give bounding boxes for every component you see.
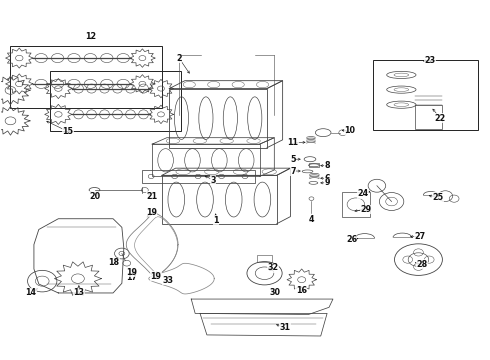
Text: 13: 13 bbox=[74, 288, 84, 297]
Text: 23: 23 bbox=[424, 57, 435, 66]
Text: 28: 28 bbox=[416, 260, 427, 269]
Bar bbox=[342, 192, 370, 217]
Text: 25: 25 bbox=[433, 193, 443, 202]
Text: 33: 33 bbox=[162, 276, 173, 285]
Text: 11: 11 bbox=[287, 138, 298, 147]
Bar bbox=[143, 170, 255, 183]
Text: 5: 5 bbox=[290, 155, 295, 164]
Text: 24: 24 bbox=[358, 189, 369, 198]
Text: 22: 22 bbox=[435, 114, 446, 123]
Bar bbox=[10, 45, 162, 108]
Text: 19: 19 bbox=[146, 208, 157, 217]
Text: 26: 26 bbox=[346, 235, 357, 244]
Text: 2: 2 bbox=[176, 54, 182, 63]
Bar bbox=[309, 163, 319, 167]
Text: 6: 6 bbox=[324, 174, 330, 183]
Bar bbox=[169, 89, 267, 148]
Text: 20: 20 bbox=[89, 192, 100, 201]
Bar bbox=[152, 144, 260, 176]
Text: 29: 29 bbox=[361, 205, 372, 214]
Text: 9: 9 bbox=[324, 178, 330, 187]
Bar bbox=[415, 105, 442, 129]
Text: 19: 19 bbox=[126, 268, 137, 277]
Text: 32: 32 bbox=[268, 264, 279, 273]
Text: 3: 3 bbox=[211, 176, 216, 185]
Bar bbox=[373, 60, 478, 130]
Text: 12: 12 bbox=[86, 32, 97, 41]
Text: 17: 17 bbox=[126, 273, 137, 282]
Text: 30: 30 bbox=[270, 288, 281, 297]
Bar bbox=[162, 175, 277, 224]
Text: 21: 21 bbox=[147, 192, 158, 201]
Bar bbox=[49, 71, 181, 131]
Bar bbox=[257, 255, 272, 262]
Text: 19: 19 bbox=[150, 271, 162, 280]
Text: 27: 27 bbox=[415, 232, 425, 241]
Text: 10: 10 bbox=[344, 126, 356, 135]
Text: 15: 15 bbox=[63, 127, 74, 136]
Text: 18: 18 bbox=[108, 258, 120, 267]
Text: 7: 7 bbox=[290, 167, 295, 176]
Text: 31: 31 bbox=[280, 323, 291, 332]
Text: 4: 4 bbox=[309, 215, 314, 224]
Text: 14: 14 bbox=[25, 288, 36, 297]
Text: 8: 8 bbox=[324, 161, 330, 170]
Text: 1: 1 bbox=[213, 216, 219, 225]
Text: 16: 16 bbox=[295, 286, 307, 295]
